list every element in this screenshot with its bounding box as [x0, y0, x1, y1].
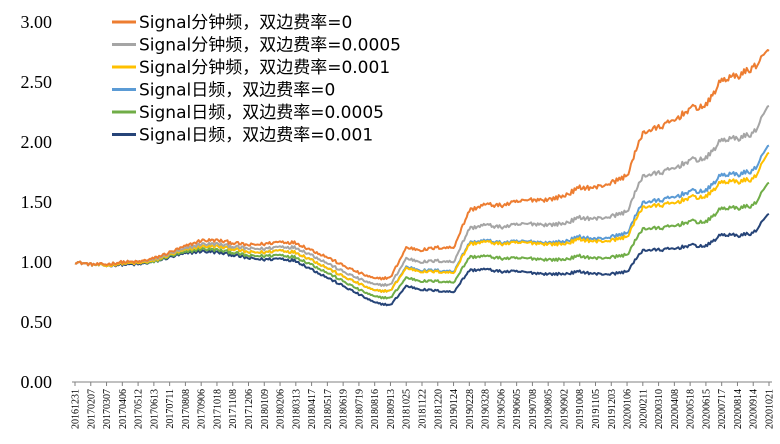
y-tick-label: 2.50	[21, 72, 53, 92]
x-tick-label: 20200814	[733, 389, 744, 429]
legend-label: Signal日频，双边费率=0	[139, 81, 335, 101]
x-tick-label: 20190708	[528, 389, 539, 429]
series-line-0	[74, 49, 770, 281]
x-tick-label: 20170711	[165, 389, 176, 429]
x-tick-label: 20200106	[623, 389, 634, 429]
x-tick-label: 20170307	[102, 389, 113, 429]
x-tick-label: 20200310	[654, 389, 665, 429]
y-axis: 0.00 0.50 1.00 1.50 2.00 2.50 3.00	[21, 12, 53, 392]
x-tick-label: 20180517	[323, 389, 334, 429]
x-tick-label: 20200518	[686, 389, 697, 429]
legend-label: Signal分钟频，双边费率=0.001	[139, 58, 390, 78]
x-tick-label: 20180619	[339, 389, 350, 429]
x-tick-label: 20170613	[149, 389, 160, 429]
x-tick-label: 20190228	[465, 389, 476, 429]
legend-label: Signal分钟频，双边费率=0.0005	[139, 36, 401, 56]
x-tick-label: 20200615	[701, 389, 712, 429]
x-tick-label: 20191008	[575, 389, 586, 429]
legend: Signal分钟频，双边费率=0Signal分钟频，双边费率=0.0005Sig…	[112, 13, 401, 146]
x-tick-label: 20190902	[559, 389, 570, 429]
x-tick-label: 20170808	[181, 389, 192, 429]
series-line-5	[74, 213, 770, 307]
x-tick-label: 20170207	[86, 389, 97, 429]
x-tick-label: 20180109	[260, 389, 271, 429]
x-axis: 20161231 20170207 20170307 20170406 20170512…	[71, 381, 776, 429]
series-lines	[74, 49, 770, 307]
x-tick-label: 20200717	[717, 389, 728, 429]
series-line-4	[74, 181, 770, 300]
x-tick-label: 20180417	[307, 389, 318, 429]
x-tick-label: 20170512	[134, 389, 145, 429]
x-tick-label: 20181025	[402, 389, 413, 429]
x-tick-label: 20180913	[386, 389, 397, 429]
y-tick-label: 1.50	[21, 192, 53, 212]
legend-label: Signal分钟频，双边费率=0	[139, 13, 352, 33]
legend-label: Signal日频，双边费率=0.001	[139, 126, 373, 146]
x-tick-label: 20171206	[244, 389, 255, 429]
x-tick-label: 20200211	[638, 389, 649, 429]
x-tick-label: 20201021	[765, 389, 776, 429]
x-tick-label: 20171018	[212, 389, 223, 429]
x-tick-label: 20190124	[449, 389, 460, 429]
x-tick-label: 20191105	[591, 389, 602, 429]
y-tick-label: 3.00	[21, 12, 53, 32]
x-tick-label: 20190605	[512, 389, 523, 429]
y-tick-label: 2.00	[21, 132, 53, 152]
x-tick-label: 20180719	[354, 389, 365, 429]
x-tick-label: 20170406	[118, 389, 129, 429]
x-tick-label: 20190805	[544, 389, 555, 429]
y-tick-label: 0.50	[21, 312, 53, 332]
x-tick-label: 20181122	[418, 389, 429, 429]
x-tick-label: 20191203	[607, 389, 618, 429]
x-tick-label: 20181220	[433, 389, 444, 429]
x-tick-label: 20190328	[481, 389, 492, 429]
x-tick-label: 20180816	[370, 389, 381, 429]
x-tick-label: 20170906	[197, 389, 208, 429]
y-tick-label: 0.00	[21, 372, 53, 392]
x-tick-label: 20190506	[496, 389, 507, 429]
series-line-1	[74, 105, 770, 287]
legend-label: Signal日频，双边费率=0.0005	[139, 103, 384, 123]
series-line-3	[74, 144, 770, 293]
x-tick-label: 20161231	[71, 389, 82, 429]
y-tick-label: 1.00	[21, 252, 53, 272]
x-tick-label: 20180206	[276, 389, 287, 429]
x-tick-label: 20180313	[291, 389, 302, 429]
x-tick-label: 20200408	[670, 389, 681, 429]
x-tick-label: 20171108	[228, 389, 239, 429]
x-tick-label: 20200914	[749, 389, 760, 429]
